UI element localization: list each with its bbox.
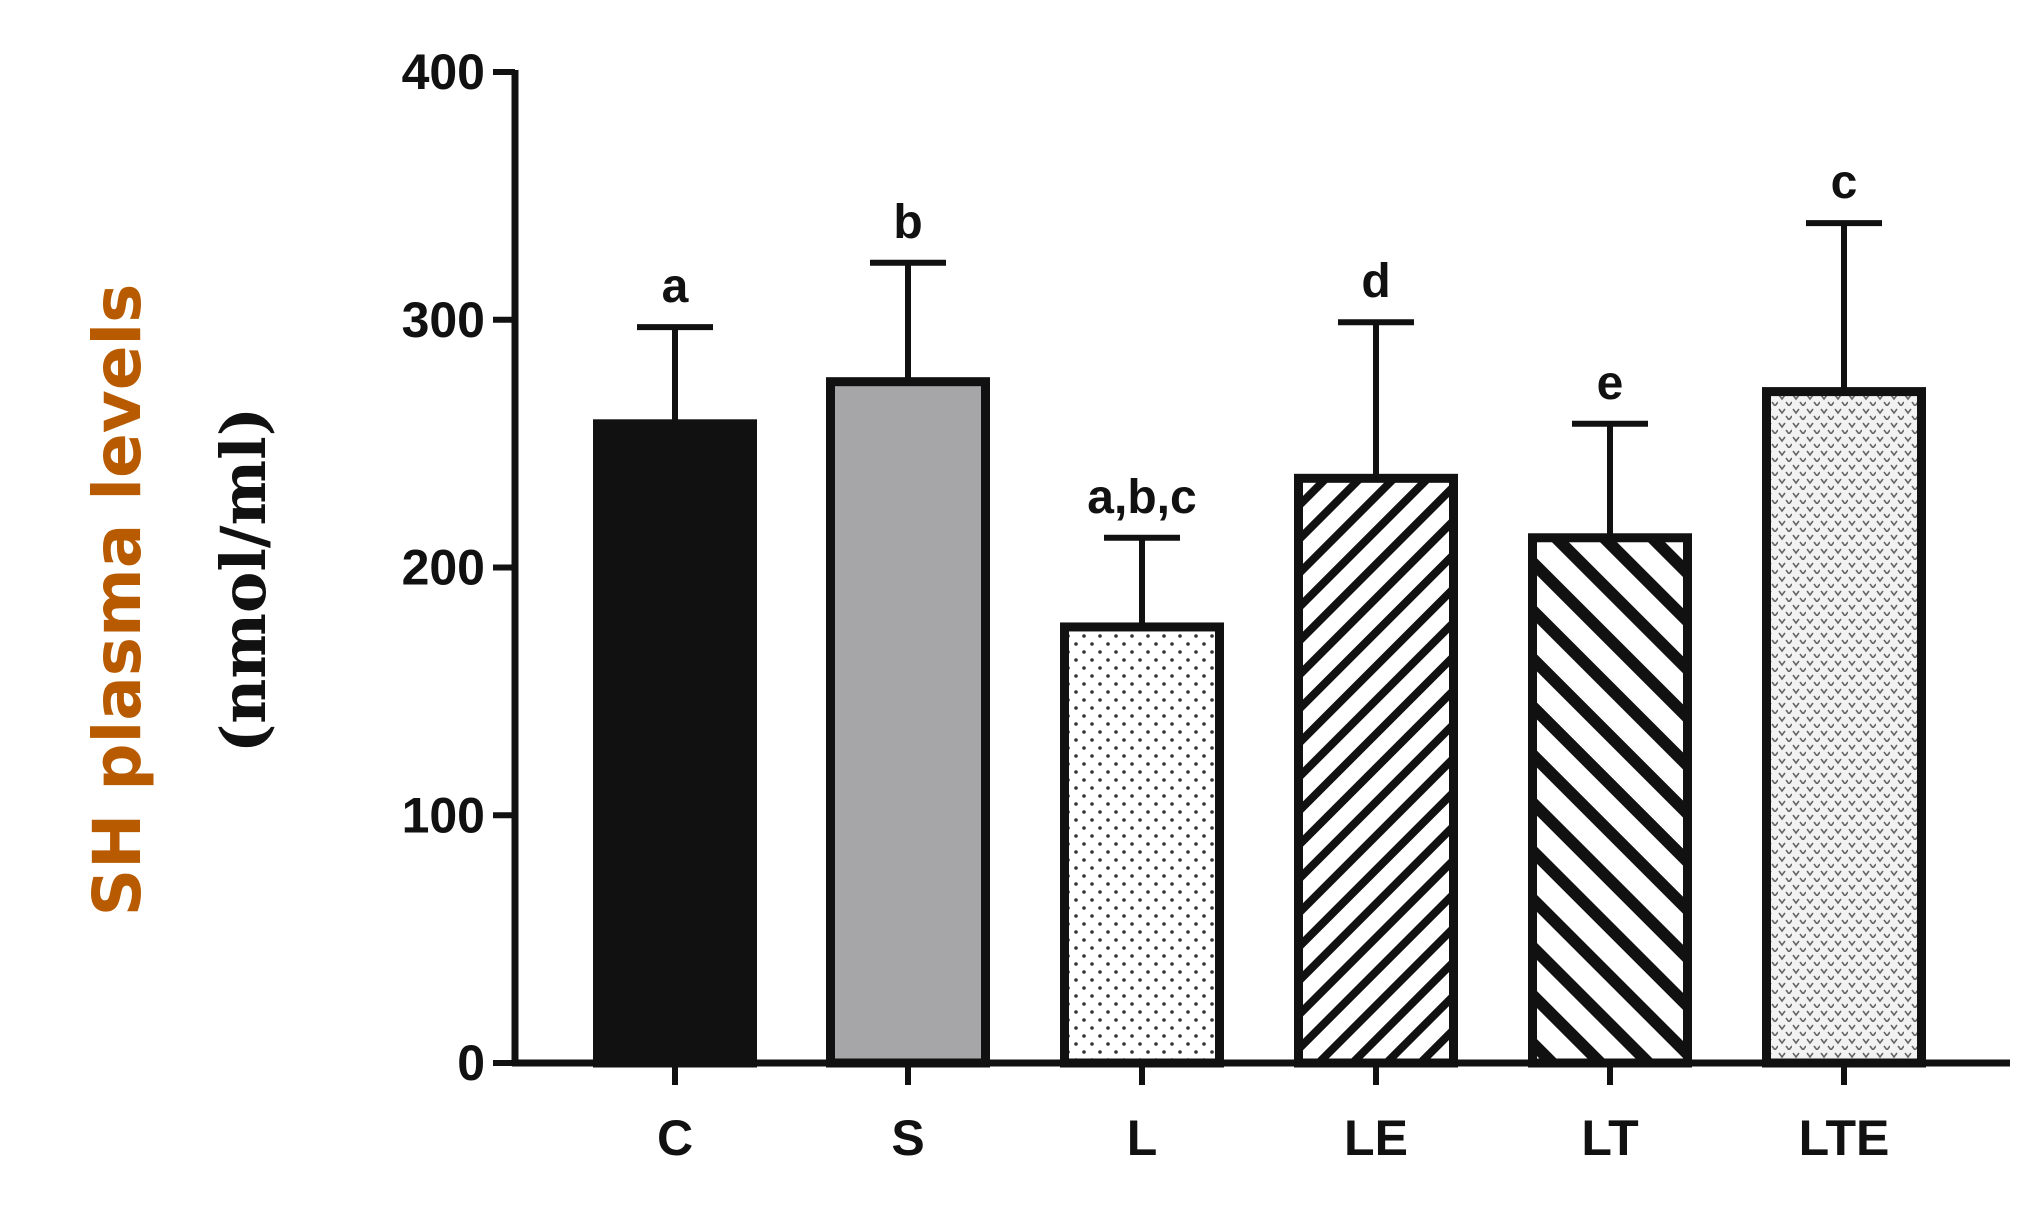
error-bars — [637, 220, 1882, 627]
bar-lt — [1528, 533, 1692, 1068]
y-tick-label: 200 — [402, 540, 485, 596]
bar-s — [826, 377, 990, 1068]
y-axis-title: SH plasma levels (nmol/ml) — [79, 284, 280, 917]
significance-label: b — [893, 196, 922, 249]
bar-lte — [1762, 387, 1926, 1068]
y-tick-label: 0 — [457, 1035, 485, 1091]
category-label: LTE — [1799, 1110, 1890, 1166]
y-tick-label: 300 — [402, 292, 485, 348]
category-label: S — [891, 1110, 924, 1166]
significance-label: a,b,c — [1087, 471, 1196, 524]
significance-label: a — [662, 260, 689, 313]
category-labels: C S L LE LT LTE — [657, 1110, 1889, 1166]
significance-labels: a b a,b,c d e c — [662, 156, 1858, 524]
y-axis: 0 100 200 300 400 — [402, 44, 519, 1091]
category-label: C — [657, 1110, 693, 1166]
bar-le — [1294, 473, 1458, 1068]
bar-l — [1060, 622, 1224, 1068]
category-label: LT — [1581, 1110, 1638, 1166]
bars — [593, 377, 1926, 1068]
y-tick-label: 100 — [402, 787, 485, 843]
y-axis-title-main: SH plasma levels — [79, 284, 156, 917]
significance-label: e — [1597, 357, 1624, 410]
bar-c — [593, 419, 757, 1068]
significance-label: c — [1831, 156, 1858, 209]
category-label: L — [1127, 1110, 1158, 1166]
category-label: LE — [1344, 1110, 1408, 1166]
y-axis-title-unit: (nmol/ml) — [207, 407, 280, 753]
y-tick-label: 400 — [402, 44, 485, 100]
significance-label: d — [1361, 255, 1390, 308]
